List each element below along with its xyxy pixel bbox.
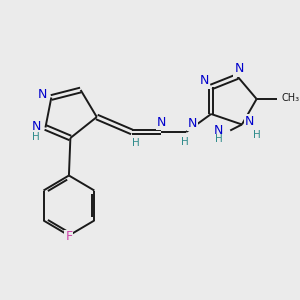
Text: N: N xyxy=(244,115,254,128)
Text: H: H xyxy=(181,137,189,147)
Text: H: H xyxy=(32,131,40,142)
Text: N: N xyxy=(32,119,41,133)
Text: CH₃: CH₃ xyxy=(281,93,299,103)
Text: F: F xyxy=(65,230,73,244)
Text: H: H xyxy=(253,130,260,140)
Text: N: N xyxy=(157,116,166,129)
Text: N: N xyxy=(214,124,223,137)
Text: N: N xyxy=(188,117,197,130)
Text: H: H xyxy=(214,134,222,145)
Text: N: N xyxy=(234,62,244,76)
Text: H: H xyxy=(132,137,140,148)
Text: N: N xyxy=(200,74,209,88)
Text: N: N xyxy=(38,88,47,101)
